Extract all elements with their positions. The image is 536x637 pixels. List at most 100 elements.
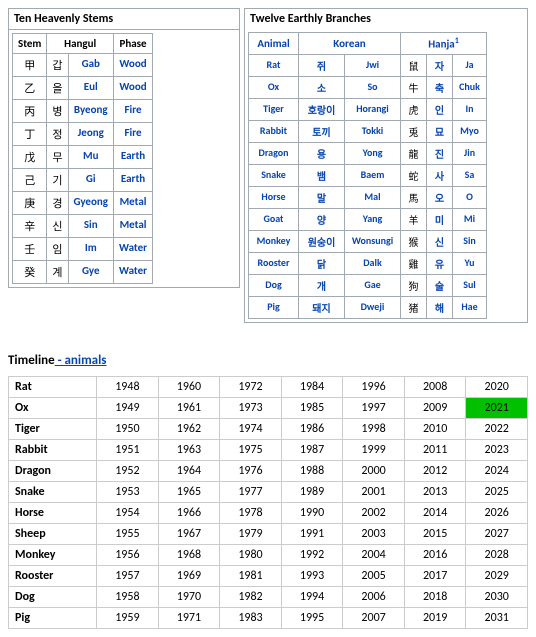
stem-roman[interactable]: Eul (68, 77, 114, 100)
branch-animal[interactable]: Monkey (249, 230, 299, 252)
branch-roman[interactable]: Dweji (345, 296, 401, 318)
branch-hangul2[interactable]: 해 (427, 296, 453, 318)
branch-roman2[interactable]: O (453, 186, 487, 208)
timeline-year: 2012 (404, 460, 466, 481)
stem-roman[interactable]: Gye (68, 261, 114, 284)
timeline-year: 2007 (343, 607, 405, 628)
branch-hangul[interactable]: 돼지 (299, 296, 345, 318)
branch-hangul[interactable]: 소 (299, 76, 345, 98)
stem-phase[interactable]: Earth (114, 169, 153, 192)
stem-phase[interactable]: Wood (114, 77, 153, 100)
timeline-year: 1969 (158, 565, 220, 586)
branch-hangul2[interactable]: 사 (427, 164, 453, 186)
branch-hangul2[interactable]: 인 (427, 98, 453, 120)
branch-roman2[interactable]: Sin (453, 230, 487, 252)
stem-phase[interactable]: Wood (114, 54, 153, 77)
stem-phase[interactable]: Water (114, 261, 153, 284)
branch-roman2[interactable]: Sa (453, 164, 487, 186)
timeline-animal: Pig (9, 607, 97, 628)
branch-roman2[interactable]: In (453, 98, 487, 120)
branch-animal[interactable]: Rat (249, 54, 299, 76)
branch-roman[interactable]: Gae (345, 274, 401, 296)
branch-hangul[interactable]: 원숭이 (299, 230, 345, 252)
timeline-year: 2010 (404, 418, 466, 439)
branch-animal[interactable]: Horse (249, 186, 299, 208)
branch-hangul2[interactable]: 진 (427, 142, 453, 164)
stem-phase[interactable]: Fire (114, 100, 153, 123)
branch-roman2[interactable]: Myo (453, 120, 487, 142)
stem-roman[interactable]: Gi (68, 169, 114, 192)
timeline-year: 2026 (466, 502, 528, 523)
branch-roman2[interactable]: Yu (453, 252, 487, 274)
branch-roman[interactable]: Dalk (345, 252, 401, 274)
branch-hangul[interactable]: 말 (299, 186, 345, 208)
branch-animal[interactable]: Ox (249, 76, 299, 98)
stem-phase[interactable]: Water (114, 238, 153, 261)
branch-hangul[interactable]: 호랑이 (299, 98, 345, 120)
branch-roman[interactable]: Jwi (345, 54, 401, 76)
branch-animal[interactable]: Rooster (249, 252, 299, 274)
stem-roman[interactable]: Byeong (68, 100, 114, 123)
branch-animal[interactable]: Dragon (249, 142, 299, 164)
stem-hangul: 기 (47, 169, 68, 192)
branch-animal[interactable]: Rabbit (249, 120, 299, 142)
branch-hangul2[interactable]: 술 (427, 274, 453, 296)
timeline-year: 2024 (466, 460, 528, 481)
branch-hangul[interactable]: 용 (299, 142, 345, 164)
branch-roman[interactable]: Mal (345, 186, 401, 208)
branch-hangul2[interactable]: 축 (427, 76, 453, 98)
stem-phase[interactable]: Earth (114, 146, 153, 169)
branch-roman[interactable]: Tokki (345, 120, 401, 142)
col-korean[interactable]: Korean (299, 33, 401, 55)
branch-cjk: 猪 (401, 296, 427, 318)
stem-phase[interactable]: Fire (114, 123, 153, 146)
branch-hangul[interactable]: 닭 (299, 252, 345, 274)
stem-phase[interactable]: Metal (114, 192, 153, 215)
timeline-year: 1991 (281, 523, 343, 544)
timeline-year: 2017 (404, 565, 466, 586)
branch-roman[interactable]: Wonsungi (345, 230, 401, 252)
stem-roman[interactable]: Mu (68, 146, 114, 169)
branch-hangul2[interactable]: 미 (427, 208, 453, 230)
stem-phase[interactable]: Metal (114, 215, 153, 238)
timeline-animal: Sheep (9, 523, 97, 544)
branch-hangul[interactable]: 뱀 (299, 164, 345, 186)
branch-animal[interactable]: Dog (249, 274, 299, 296)
branch-animal[interactable]: Snake (249, 164, 299, 186)
branch-animal[interactable]: Tiger (249, 98, 299, 120)
branch-roman2[interactable]: Ja (453, 54, 487, 76)
timeline-year: 1975 (220, 439, 282, 460)
stem-roman[interactable]: Im (68, 238, 114, 261)
branch-roman2[interactable]: Jin (453, 142, 487, 164)
branch-roman2[interactable]: Sul (453, 274, 487, 296)
stem-roman[interactable]: Sin (68, 215, 114, 238)
branch-hangul[interactable]: 개 (299, 274, 345, 296)
branch-roman[interactable]: Yang (345, 208, 401, 230)
branch-hangul2[interactable]: 묘 (427, 120, 453, 142)
timeline-year: 1976 (220, 460, 282, 481)
branch-hangul2[interactable]: 신 (427, 230, 453, 252)
stem-roman[interactable]: Jeong (68, 123, 114, 146)
col-hanja[interactable]: Hanja1 (401, 33, 487, 55)
branch-hangul[interactable]: 쥐 (299, 54, 345, 76)
branch-roman2[interactable]: Chuk (453, 76, 487, 98)
branch-hangul2[interactable]: 오 (427, 186, 453, 208)
branch-animal[interactable]: Pig (249, 296, 299, 318)
branch-hangul[interactable]: 토끼 (299, 120, 345, 142)
branch-roman2[interactable]: Hae (453, 296, 487, 318)
branch-cjk: 鼠 (401, 54, 427, 76)
branch-roman2[interactable]: Mi (453, 208, 487, 230)
branch-roman[interactable]: So (345, 76, 401, 98)
branch-hangul2[interactable]: 자 (427, 54, 453, 76)
stem-roman[interactable]: Gyeong (68, 192, 114, 215)
branch-hangul[interactable]: 양 (299, 208, 345, 230)
stem-roman[interactable]: Gab (68, 54, 114, 77)
timeline-animals-link[interactable]: - animals (55, 353, 107, 368)
branch-roman[interactable]: Yong (345, 142, 401, 164)
branch-animal[interactable]: Goat (249, 208, 299, 230)
col-animal[interactable]: Animal (249, 33, 299, 55)
branch-roman[interactable]: Horangi (345, 98, 401, 120)
branch-hangul2[interactable]: 유 (427, 252, 453, 274)
branch-roman[interactable]: Baem (345, 164, 401, 186)
timeline-year: 1982 (220, 586, 282, 607)
